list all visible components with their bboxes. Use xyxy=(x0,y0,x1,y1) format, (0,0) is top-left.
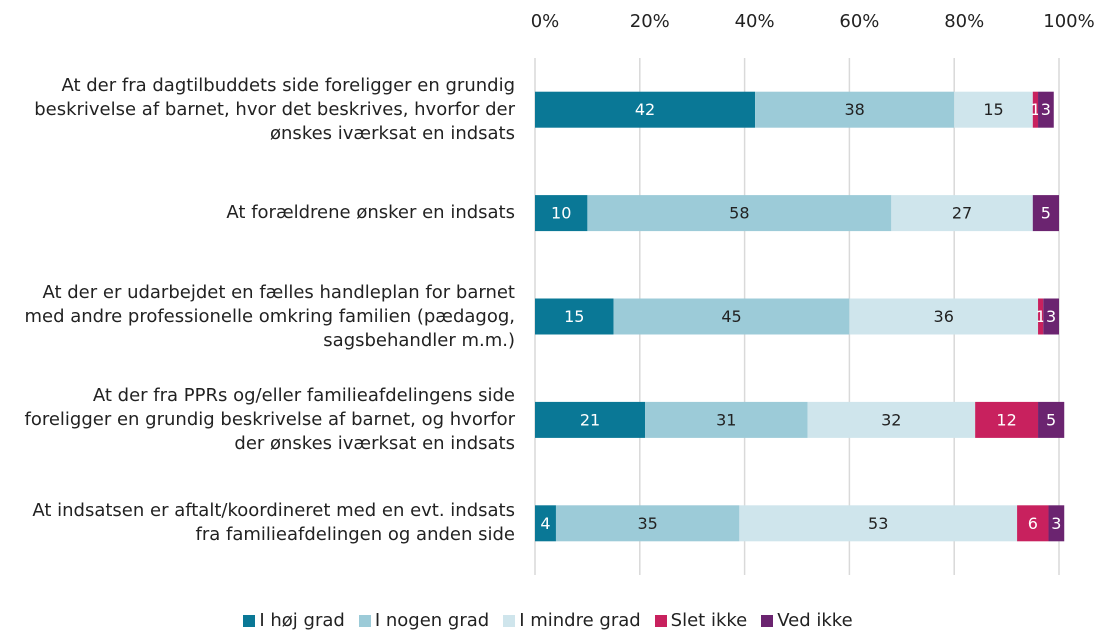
category-label: At der fra dagtilbuddets side foreligger… xyxy=(34,74,515,144)
data-label: 1 xyxy=(1030,100,1040,119)
data-label: 35 xyxy=(637,514,657,533)
data-label: 27 xyxy=(952,204,972,223)
data-label: 10 xyxy=(551,204,571,223)
bar-segment xyxy=(535,91,756,128)
data-label: 31 xyxy=(716,410,736,429)
legend: I høj grad I nogen grad I mindre grad Slet … xyxy=(0,610,1096,631)
data-label: 36 xyxy=(934,307,954,326)
x-tick-label: 0% xyxy=(531,11,560,32)
legend-item: I nogen grad xyxy=(358,610,490,631)
data-label: 12 xyxy=(996,410,1016,429)
legend-label: I mindre grad xyxy=(519,610,641,631)
bar-segment xyxy=(535,401,646,438)
data-label: 5 xyxy=(1046,410,1056,429)
data-label: 15 xyxy=(983,100,1003,119)
data-label: 42 xyxy=(635,100,655,119)
bar-segment xyxy=(645,401,808,438)
bar-segment xyxy=(1032,91,1039,128)
bar-segment xyxy=(535,298,614,335)
category-label: At forældrene ønsker en indsats xyxy=(226,202,515,224)
bar-segment xyxy=(1017,505,1049,542)
bar-segment xyxy=(807,401,976,438)
data-label: 5 xyxy=(1041,204,1051,223)
x-tick-label: 80% xyxy=(944,11,984,32)
bar-segment xyxy=(555,505,740,542)
x-tick-label: 100% xyxy=(1043,11,1094,32)
legend-swatch xyxy=(358,614,371,627)
legend-item: Ved ikke xyxy=(761,610,853,631)
data-label: 15 xyxy=(564,307,584,326)
bar-segment xyxy=(613,298,850,335)
bar-segment xyxy=(849,298,1039,335)
bar-segment xyxy=(1043,298,1059,335)
bar-segment xyxy=(1038,401,1065,438)
bar-segment xyxy=(975,401,1039,438)
bar-segment xyxy=(891,195,1033,232)
data-label: 53 xyxy=(868,514,888,533)
legend-item: I høj grad xyxy=(243,610,345,631)
data-label: 3 xyxy=(1051,514,1061,533)
bar-segment xyxy=(739,505,1018,542)
data-label: 38 xyxy=(844,100,864,119)
legend-swatch xyxy=(243,614,256,627)
legend-swatch xyxy=(761,614,774,627)
category-label: At der er udarbejdet en fælles handlepla… xyxy=(24,281,515,351)
data-label: 58 xyxy=(729,204,749,223)
data-label: 6 xyxy=(1028,514,1038,533)
bar-segment xyxy=(1048,505,1065,542)
x-tick-label: 20% xyxy=(630,11,670,32)
bar-segment xyxy=(1038,91,1054,128)
bar-segment xyxy=(535,195,588,232)
x-tick-label: 40% xyxy=(735,11,775,32)
data-label: 21 xyxy=(580,410,600,429)
data-label: 32 xyxy=(881,410,901,429)
legend-item: Slet ikke xyxy=(654,610,748,631)
category-label: At indsatsen er aftalt/koordineret med e… xyxy=(32,500,515,546)
bar-segment xyxy=(1038,298,1044,335)
bar-segment xyxy=(755,91,955,128)
data-label: 45 xyxy=(721,307,741,326)
legend-label: I høj grad xyxy=(259,610,345,631)
data-label: 3 xyxy=(1041,100,1051,119)
legend-item: I mindre grad xyxy=(503,610,641,631)
legend-label: Ved ikke xyxy=(777,610,853,631)
legend-swatch xyxy=(654,614,667,627)
legend-swatch xyxy=(503,614,516,627)
x-tick-label: 60% xyxy=(839,11,879,32)
bar-segment xyxy=(587,195,892,232)
data-label: 4 xyxy=(540,514,550,533)
legend-label: Slet ikke xyxy=(670,610,748,631)
data-label: 1 xyxy=(1036,307,1046,326)
bar-segment xyxy=(954,91,1033,128)
legend-label: I nogen grad xyxy=(374,610,490,631)
bar-segment xyxy=(1032,195,1059,232)
category-label: At der fra PPRs og/eller familieafdeling… xyxy=(24,384,516,454)
bar-segment xyxy=(535,505,556,542)
data-label: 3 xyxy=(1046,307,1056,326)
